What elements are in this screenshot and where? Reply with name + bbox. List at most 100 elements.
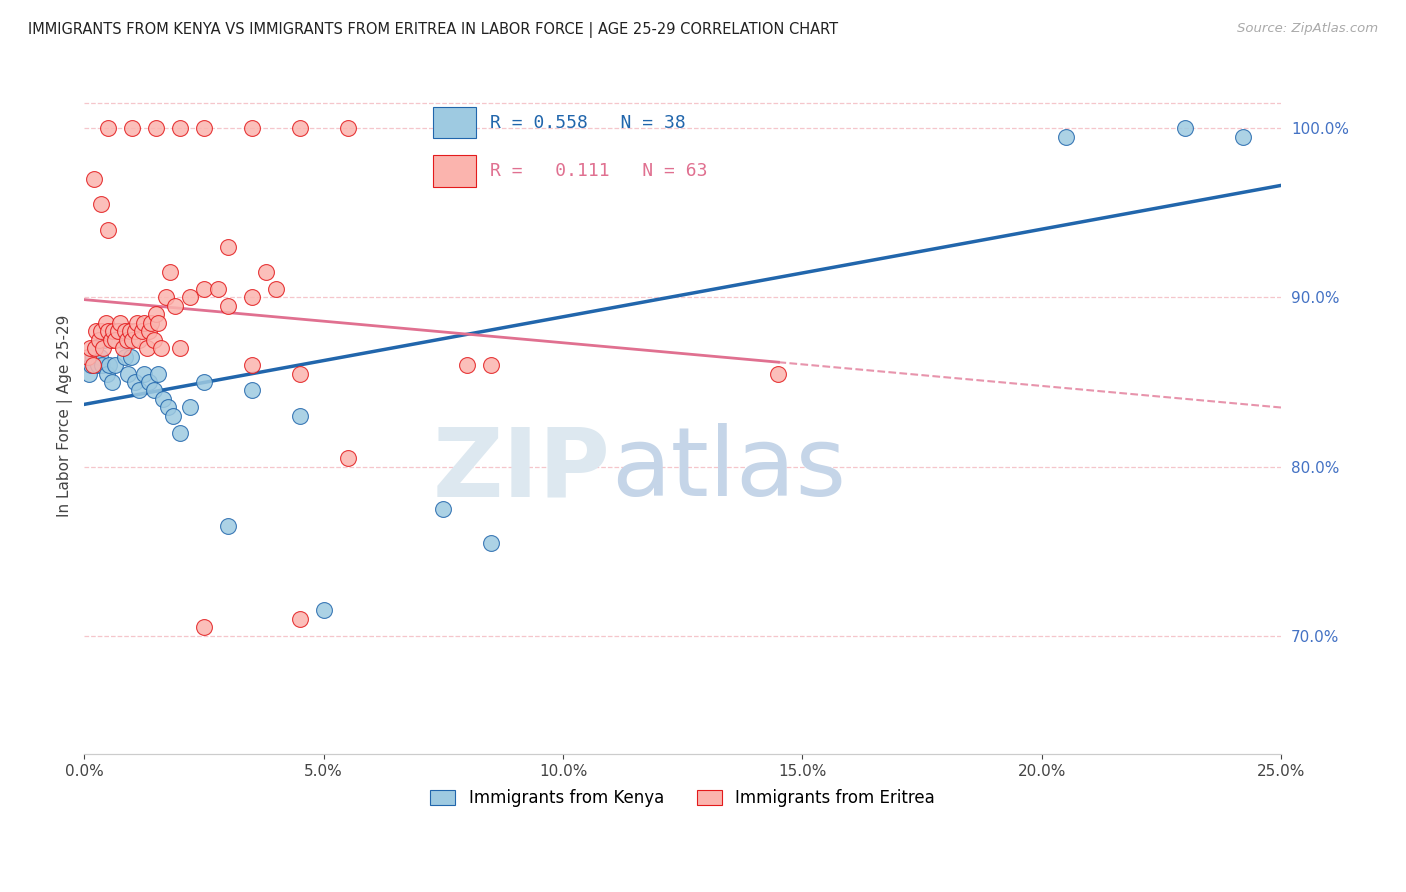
Point: [98, 358, 121, 372]
Point: [217, 518, 239, 533]
Point: [288, 612, 311, 626]
Point: [107, 324, 129, 338]
Point: [432, 501, 454, 516]
Point: [93, 333, 115, 347]
Point: [162, 409, 184, 423]
Point: [207, 282, 229, 296]
Point: [135, 341, 157, 355]
Point: [240, 121, 263, 136]
Point: [169, 341, 191, 355]
Point: [217, 299, 239, 313]
Point: [169, 121, 191, 136]
Point: [117, 333, 139, 347]
Point: [128, 384, 150, 398]
Point: [456, 358, 478, 372]
Point: [193, 620, 215, 634]
Point: [264, 282, 287, 296]
Point: [89, 350, 111, 364]
Point: [128, 333, 150, 347]
Point: [111, 341, 134, 355]
Point: [77, 350, 100, 364]
Point: [97, 121, 120, 136]
Point: [107, 324, 129, 338]
Point: [83, 341, 105, 355]
Point: [94, 316, 117, 330]
Point: [101, 375, 124, 389]
Point: [97, 324, 120, 338]
Point: [240, 290, 263, 304]
Point: [145, 307, 167, 321]
Point: [193, 375, 215, 389]
Point: [149, 341, 172, 355]
Point: [169, 425, 191, 440]
Point: [121, 333, 143, 347]
Point: [768, 367, 790, 381]
Point: [80, 358, 103, 372]
Point: [82, 350, 104, 364]
Point: [97, 223, 120, 237]
Point: [96, 367, 118, 381]
Point: [82, 358, 104, 372]
Point: [79, 341, 101, 355]
Point: [165, 299, 187, 313]
Point: [121, 121, 143, 136]
Point: [83, 172, 105, 186]
Point: [479, 535, 502, 549]
Point: [138, 324, 160, 338]
Point: [479, 358, 502, 372]
Point: [100, 333, 122, 347]
Text: IMMIGRANTS FROM KENYA VS IMMIGRANTS FROM ERITREA IN LABOR FORCE | AGE 25-29 CORR: IMMIGRANTS FROM KENYA VS IMMIGRANTS FROM…: [28, 22, 838, 38]
Point: [336, 121, 359, 136]
Point: [91, 358, 114, 372]
Point: [101, 324, 124, 338]
Point: [134, 316, 156, 330]
Text: Source: ZipAtlas.com: Source: ZipAtlas.com: [1237, 22, 1378, 36]
Point: [90, 197, 112, 211]
Y-axis label: In Labor Force | Age 25-29: In Labor Force | Age 25-29: [58, 315, 73, 517]
Point: [90, 324, 112, 338]
Point: [120, 350, 142, 364]
Point: [193, 282, 215, 296]
Point: [77, 367, 100, 381]
Point: [117, 367, 139, 381]
Point: [148, 367, 170, 381]
Point: [152, 392, 174, 406]
Point: [83, 341, 105, 355]
Point: [114, 324, 136, 338]
Point: [288, 409, 311, 423]
Point: [240, 384, 263, 398]
Point: [312, 603, 335, 617]
Text: ZIP: ZIP: [433, 424, 610, 516]
Point: [104, 333, 127, 347]
Point: [179, 290, 201, 304]
Point: [336, 451, 359, 466]
Point: [104, 358, 127, 372]
Point: [93, 341, 115, 355]
Point: [193, 121, 215, 136]
Point: [84, 324, 107, 338]
Point: [118, 324, 141, 338]
Point: [124, 324, 146, 338]
Point: [288, 121, 311, 136]
Point: [141, 316, 163, 330]
Point: [145, 121, 167, 136]
Point: [87, 333, 110, 347]
Point: [157, 401, 180, 415]
Point: [148, 316, 170, 330]
Point: [134, 367, 156, 381]
Point: [217, 239, 239, 253]
Point: [125, 316, 148, 330]
Point: [288, 367, 311, 381]
Text: atlas: atlas: [610, 424, 846, 516]
Point: [124, 375, 146, 389]
Point: [131, 324, 153, 338]
Point: [142, 333, 165, 347]
Point: [1232, 129, 1254, 144]
Point: [1054, 129, 1077, 144]
Point: [86, 358, 108, 372]
Point: [254, 265, 277, 279]
Point: [179, 401, 201, 415]
Point: [1174, 121, 1197, 136]
Point: [138, 375, 160, 389]
Point: [108, 316, 131, 330]
